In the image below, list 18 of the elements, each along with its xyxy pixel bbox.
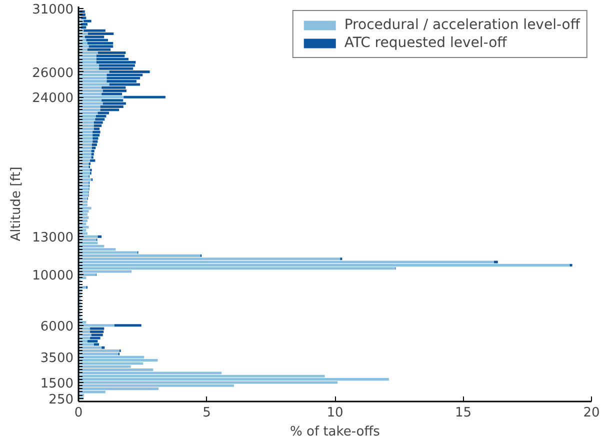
y-axis-title: Altitude [ft] <box>9 166 24 242</box>
x-axis-title: % of take-offs <box>290 424 380 440</box>
y-tick-label: 3500 <box>40 351 74 366</box>
y-tick-label: 13000 <box>32 230 74 246</box>
legend-label: ATC requested level-off <box>344 35 507 51</box>
legend-label: Procedural / acceleration level-off <box>344 17 580 33</box>
y-tick-label: 250 <box>48 392 74 408</box>
y-tick-label: 10000 <box>32 268 74 284</box>
y-tick-label: 24000 <box>32 91 74 106</box>
y-tick-label: 1500 <box>40 376 74 392</box>
x-tick-label: 0 <box>74 406 83 420</box>
x-tick-label: 5 <box>202 406 211 420</box>
y-tick-label: 31000 <box>32 2 74 18</box>
x-tick-label: 10 <box>326 406 344 420</box>
x-tick-label: 20 <box>583 406 600 420</box>
y-tick-label: 6000 <box>40 319 74 334</box>
y-tick-label: 26000 <box>32 66 74 81</box>
x-tick-label: 15 <box>454 406 472 420</box>
